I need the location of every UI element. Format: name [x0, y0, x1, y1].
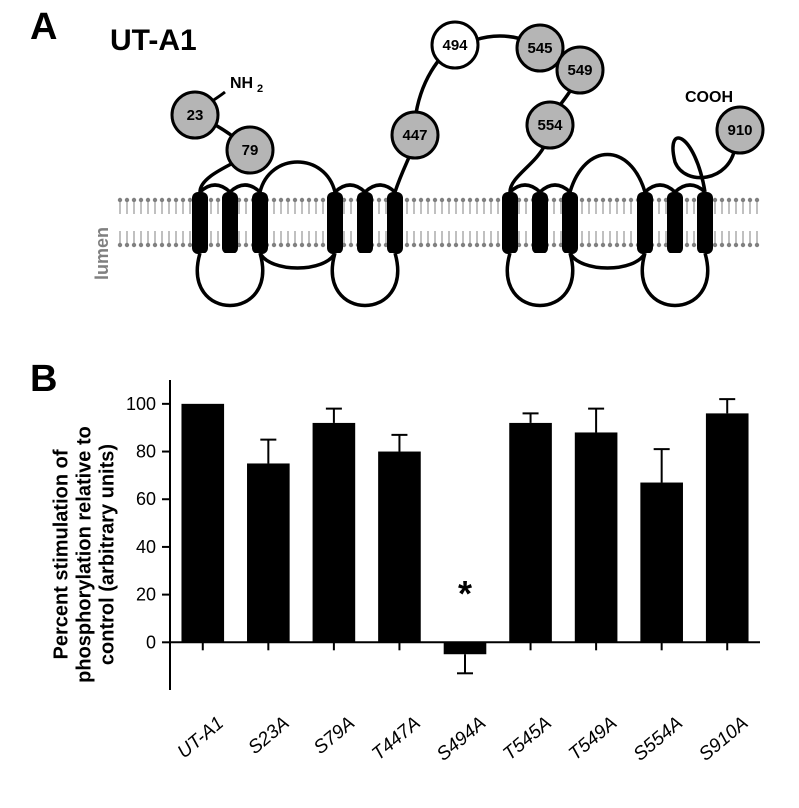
svg-text:S494A: S494A [433, 713, 490, 766]
svg-text:60: 60 [136, 489, 156, 509]
svg-text:100: 100 [126, 394, 156, 414]
svg-text:lumen: lumen [92, 227, 112, 280]
svg-text:80: 80 [136, 442, 156, 462]
svg-text:T549A: T549A [565, 713, 621, 765]
svg-text:2: 2 [257, 83, 263, 95]
svg-text:23: 23 [187, 107, 204, 124]
svg-text:447: 447 [402, 127, 427, 144]
svg-text:S23A: S23A [244, 713, 293, 759]
svg-text:S554A: S554A [630, 713, 687, 766]
svg-text:T545A: T545A [499, 713, 555, 765]
svg-text:COOH: COOH [685, 89, 733, 106]
svg-text:79: 79 [242, 142, 259, 159]
svg-text:910: 910 [727, 122, 752, 139]
svg-text:0: 0 [146, 632, 156, 652]
svg-text:549: 549 [567, 62, 592, 79]
svg-text:T447A: T447A [368, 713, 424, 765]
svg-text:S79A: S79A [310, 713, 359, 759]
panel-a-label: A [30, 6, 57, 49]
svg-text:20: 20 [136, 585, 156, 605]
topology-diagram: NH 2 COOH lumen 23 79 447 494 545 549 554 910 [60, 10, 770, 350]
panel-a-letter: A [30, 6, 57, 48]
svg-text:494: 494 [442, 37, 468, 54]
svg-text:554: 554 [537, 117, 563, 134]
svg-text:*: * [458, 573, 472, 614]
bar-chart: 0 20 40 60 80 100 UT-A1 S23A S79AT447AS494A * T545… [40, 360, 780, 800]
svg-text:NH: NH [230, 75, 253, 92]
svg-text:UT-A1: UT-A1 [174, 713, 228, 763]
svg-text:40: 40 [136, 537, 156, 557]
svg-text:S910A: S910A [695, 713, 752, 766]
svg-text:545: 545 [527, 40, 552, 57]
